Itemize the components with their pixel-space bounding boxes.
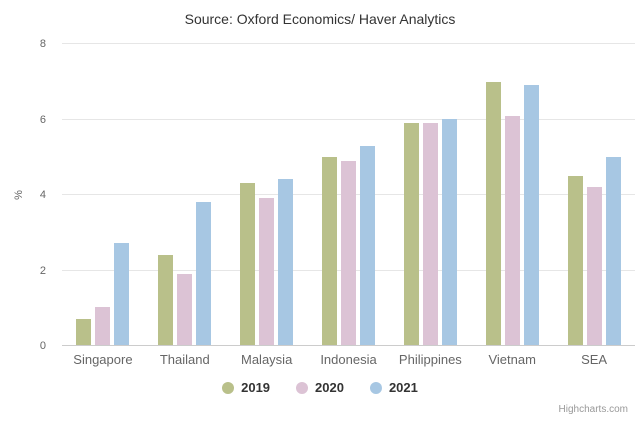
bar-series bbox=[62, 44, 635, 345]
gridline bbox=[62, 118, 635, 120]
bar-group-thailand bbox=[144, 44, 226, 345]
bar-2019-vietnam[interactable] bbox=[485, 81, 501, 345]
x-category-label-vietnam: Vietnam bbox=[488, 352, 536, 367]
x-category-label-sea: SEA bbox=[581, 352, 608, 367]
x-axis-line bbox=[62, 345, 635, 346]
bar-2019-singapore[interactable] bbox=[76, 318, 92, 345]
gridline bbox=[62, 43, 635, 44]
bar-2021-singapore[interactable] bbox=[114, 243, 130, 345]
bar-2020-thailand[interactable] bbox=[177, 273, 193, 345]
bar-2020-malaysia[interactable] bbox=[259, 198, 275, 345]
bar-2020-singapore[interactable] bbox=[95, 307, 111, 345]
x-axis-category-labels: Singapore Thailand Malaysia Indonesia Philip… bbox=[62, 352, 635, 367]
legend-label: 2020 bbox=[315, 380, 344, 395]
bar-2021-malaysia[interactable] bbox=[278, 179, 294, 345]
legend-item-2020[interactable]: 2020 bbox=[296, 380, 344, 395]
legend-item-2019[interactable]: 2019 bbox=[222, 380, 270, 395]
x-category-label-indonesia: Indonesia bbox=[320, 352, 377, 367]
y-tick-label: 8 bbox=[39, 38, 46, 50]
bar-2019-malaysia[interactable] bbox=[240, 183, 256, 345]
bar-group-philippines bbox=[389, 44, 471, 345]
y-tick-label: 2 bbox=[39, 264, 46, 277]
bar-2021-sea[interactable] bbox=[605, 156, 621, 345]
bar-group-sea bbox=[553, 44, 635, 345]
x-category-label-singapore: Singapore bbox=[73, 352, 133, 367]
plot-area bbox=[62, 43, 635, 346]
y-tick-label: 6 bbox=[39, 113, 46, 126]
bar-2019-indonesia[interactable] bbox=[322, 156, 337, 345]
bar-2019-philippines[interactable] bbox=[403, 123, 419, 345]
bar-2020-indonesia[interactable] bbox=[341, 160, 356, 345]
chart-title: Source: Oxford Economics/ Haver Analytic… bbox=[184, 11, 456, 27]
legend-label: 2019 bbox=[241, 380, 271, 395]
legend: 2019 2020 2021 bbox=[0, 380, 640, 395]
y-tick-label: 0 bbox=[39, 340, 46, 352]
legend-marker-icon bbox=[296, 381, 309, 394]
bar-group-singapore bbox=[62, 44, 144, 345]
bar-group-vietnam bbox=[471, 44, 553, 345]
bar-2020-sea[interactable] bbox=[586, 186, 602, 345]
bar-2019-thailand[interactable] bbox=[158, 254, 174, 345]
legend-item-2021[interactable]: 2021 bbox=[369, 380, 418, 395]
y-axis-tick-labels: 0 2 4 6 8 bbox=[0, 38, 54, 352]
y-tick-label: 4 bbox=[39, 189, 46, 201]
bar-2020-vietnam[interactable] bbox=[504, 115, 520, 345]
legend-marker-icon bbox=[369, 381, 382, 394]
highcharts-credits-link[interactable]: Highcharts.com bbox=[558, 404, 628, 415]
bar-group-indonesia bbox=[308, 44, 390, 345]
legend-label: 2021 bbox=[388, 380, 418, 395]
x-category-label-malaysia: Malaysia bbox=[241, 352, 293, 367]
bar-2021-philippines[interactable] bbox=[441, 119, 457, 345]
bar-2021-vietnam[interactable] bbox=[523, 85, 539, 345]
x-category-label-thailand: Thailand bbox=[159, 352, 210, 367]
bar-2021-indonesia[interactable] bbox=[360, 145, 375, 345]
bar-2021-thailand[interactable] bbox=[196, 202, 212, 345]
legend-marker-icon bbox=[222, 381, 235, 394]
x-category-label-philippines: Philippines bbox=[398, 352, 462, 367]
bar-2019-sea[interactable] bbox=[567, 175, 583, 345]
bar-group-malaysia bbox=[226, 44, 308, 345]
bar-2020-philippines[interactable] bbox=[422, 123, 438, 345]
